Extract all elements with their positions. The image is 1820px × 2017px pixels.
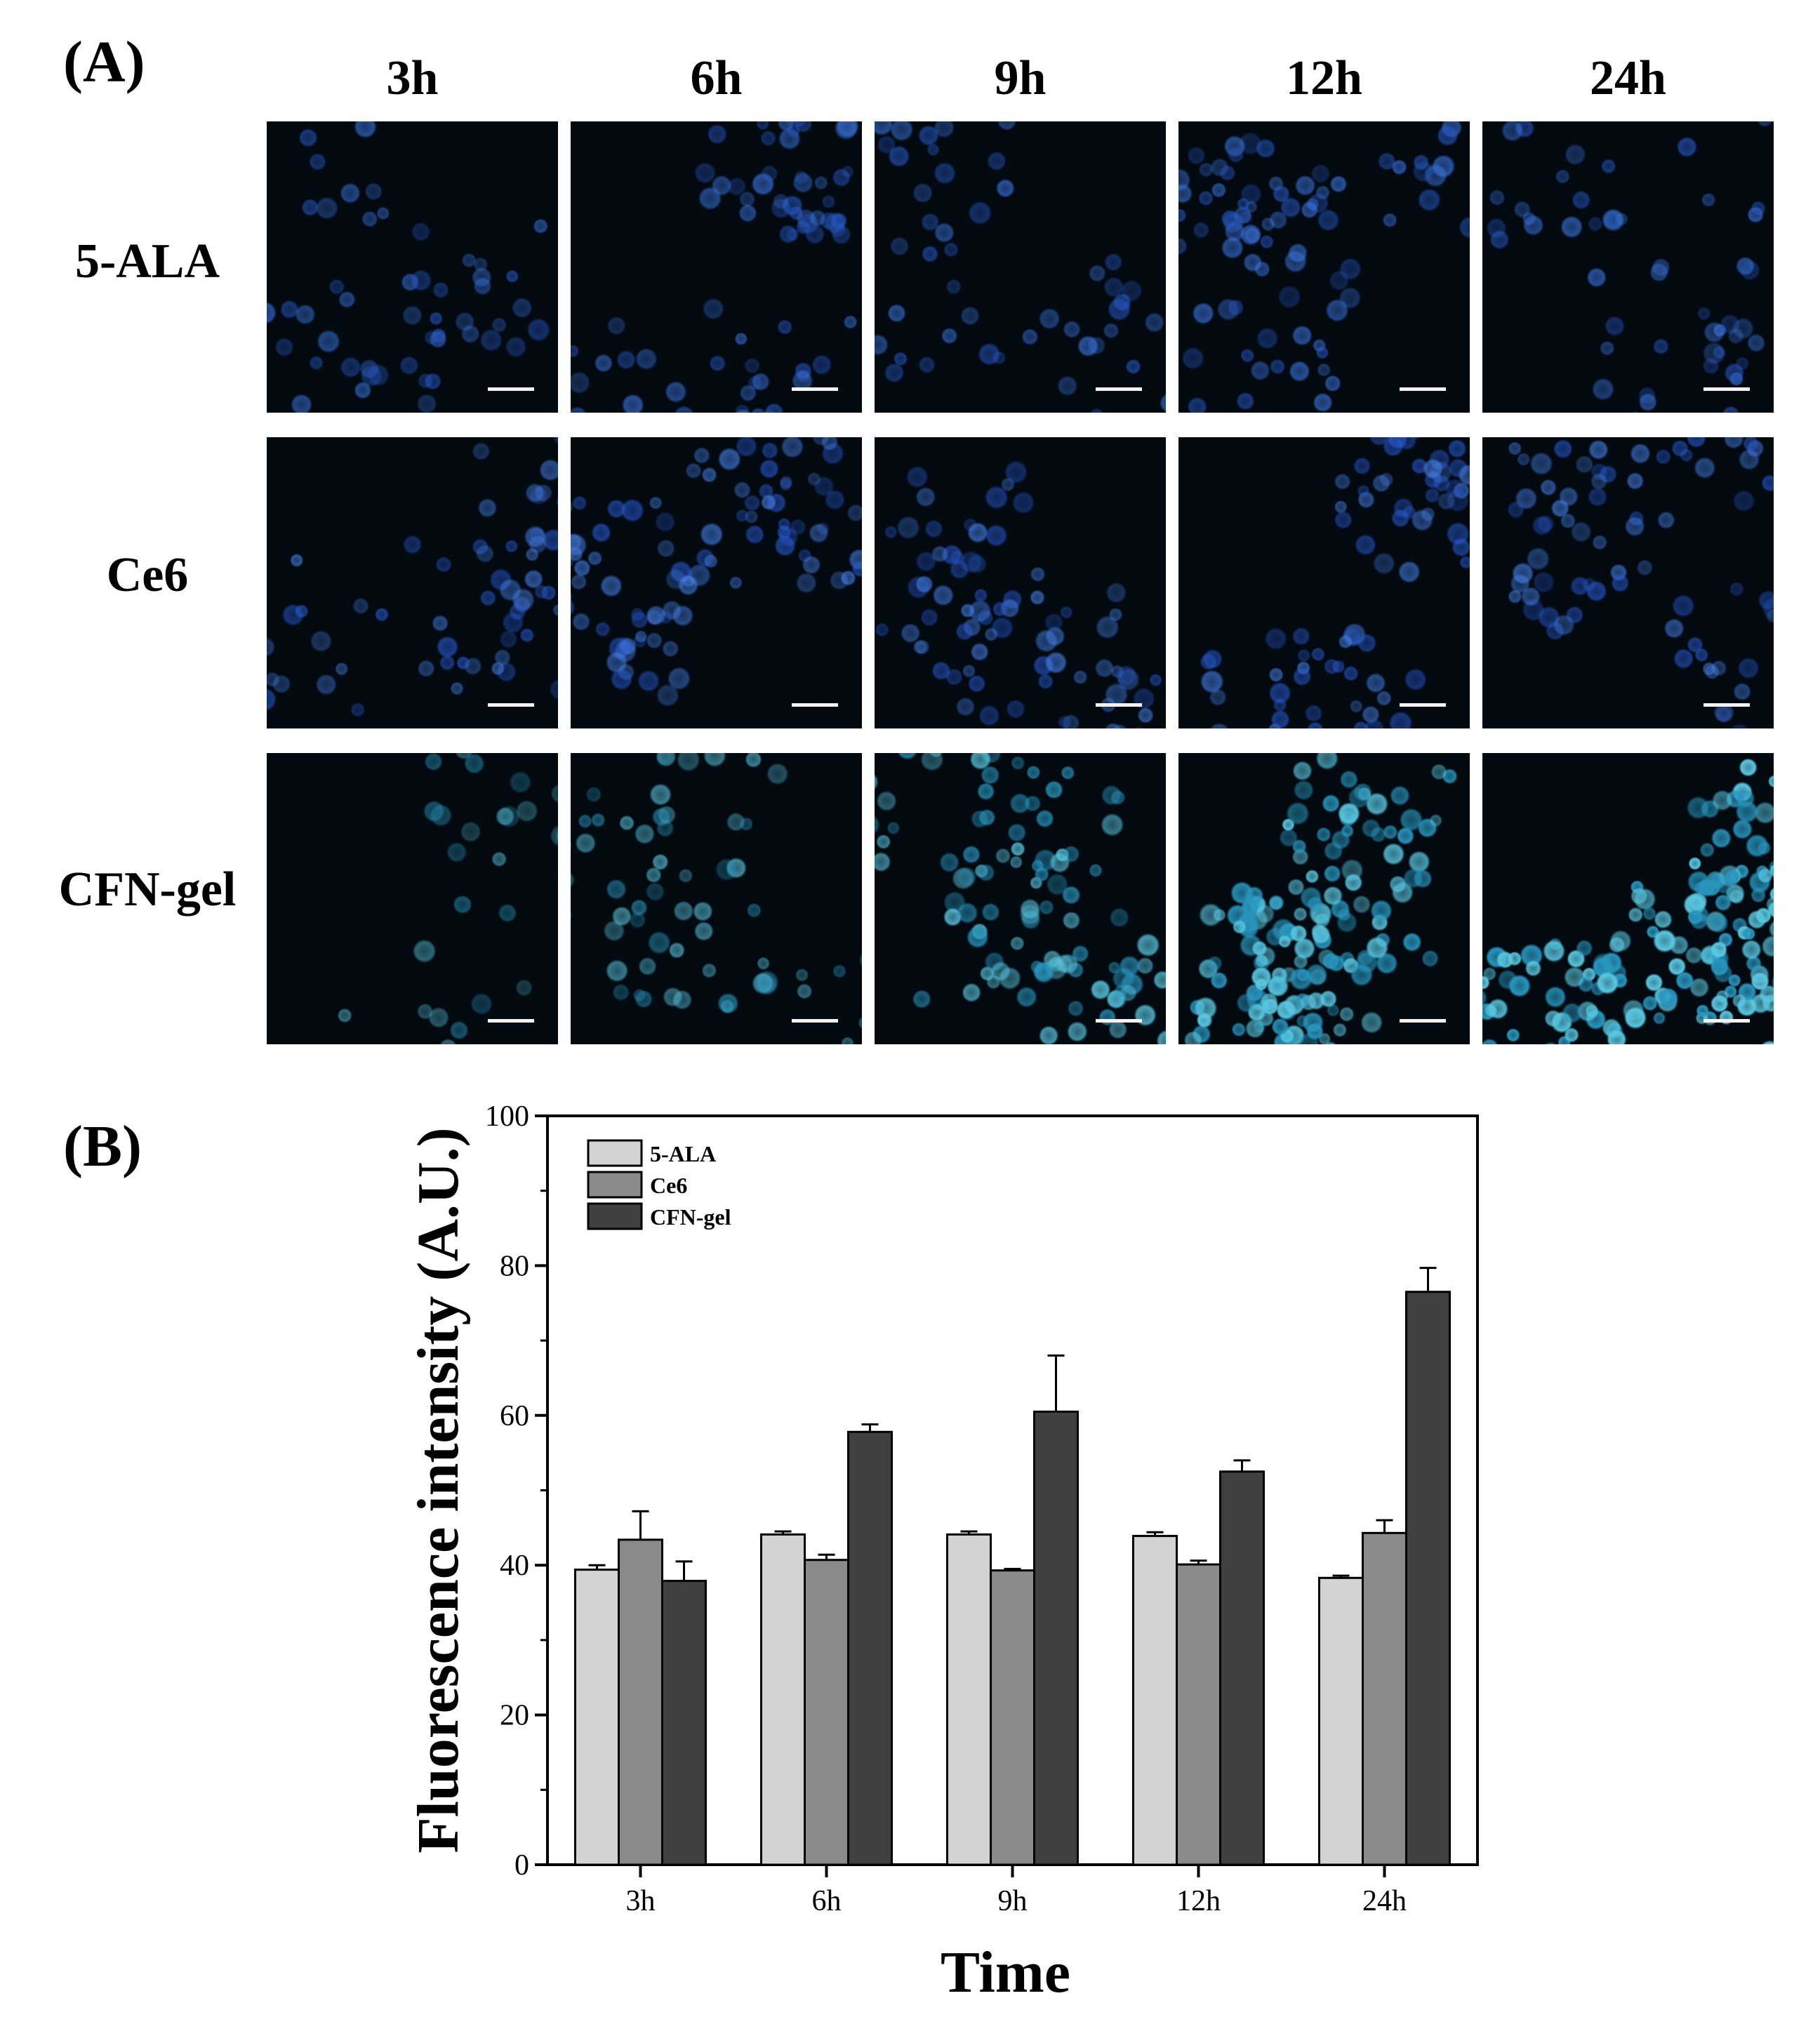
micrograph-5-ala-9h xyxy=(875,121,1166,413)
bar-cfn-gel-3h xyxy=(661,1580,707,1866)
x-tick-label: 9h xyxy=(998,1885,1028,1917)
x-tick-label: 12h xyxy=(1176,1885,1221,1917)
scale-bar xyxy=(792,703,838,707)
x-axis-title: Time xyxy=(941,1940,1070,2005)
legend-swatch-cfn-gel xyxy=(587,1202,643,1230)
bar-ce6-9h xyxy=(990,1569,1035,1866)
y-tick-label: 80 xyxy=(500,1250,529,1282)
micrograph-5-ala-24h xyxy=(1482,121,1774,413)
row-label-ce6: Ce6 xyxy=(106,548,189,602)
panel-a-label: (A) xyxy=(63,29,145,95)
bar-5-ala-24h xyxy=(1318,1576,1364,1866)
micrograph-cfn-gel-24h xyxy=(1482,753,1774,1044)
micrograph-cfn-gel-9h xyxy=(875,753,1166,1044)
scale-bar xyxy=(1703,387,1750,391)
micrograph-ce6-3h xyxy=(267,437,558,728)
y-tick-label: 60 xyxy=(500,1400,529,1432)
micrograph-cfn-gel-12h xyxy=(1178,753,1470,1044)
micrograph-ce6-9h xyxy=(875,437,1166,728)
scale-bar xyxy=(488,703,534,707)
bar-cfn-gel-9h xyxy=(1033,1410,1079,1866)
scale-bar xyxy=(488,1019,534,1023)
y-tick-label: 100 xyxy=(485,1100,529,1133)
micrograph-ce6-12h xyxy=(1178,437,1470,728)
bar-cfn-gel-12h xyxy=(1219,1470,1265,1866)
x-tick-label: 3h xyxy=(626,1885,656,1917)
scale-bar xyxy=(792,1019,838,1023)
bar-5-ala-3h xyxy=(574,1569,620,1866)
x-tick-label: 6h xyxy=(812,1885,842,1917)
scale-bar xyxy=(1096,703,1142,707)
column-label-12h: 12h xyxy=(1286,51,1362,105)
scale-bar xyxy=(1703,703,1750,707)
row-label-5-ala: 5-ALA xyxy=(74,234,220,288)
micrograph-5-ala-12h xyxy=(1178,121,1470,413)
bar-5-ala-6h xyxy=(760,1533,806,1866)
column-label-6h: 6h xyxy=(690,51,743,105)
x-tick-label: 24h xyxy=(1362,1885,1407,1917)
y-axis-title: Fluorescence intensity (A.U.) xyxy=(406,1127,471,1853)
scale-bar xyxy=(1703,1019,1750,1023)
micrograph-ce6-6h xyxy=(571,437,862,728)
row-label-cfn-gel: CFN-gel xyxy=(58,863,237,917)
legend-label-ce6: Ce6 xyxy=(650,1173,687,1198)
micrograph-ce6-24h xyxy=(1482,437,1774,728)
bar-5-ala-12h xyxy=(1132,1535,1178,1866)
y-tick-label: 40 xyxy=(500,1550,529,1582)
bar-ce6-24h xyxy=(1362,1531,1407,1866)
bar-ce6-12h xyxy=(1176,1563,1221,1866)
legend-swatch-ce6 xyxy=(587,1171,643,1199)
micrograph-cfn-gel-3h xyxy=(267,753,558,1044)
y-tick-label: 20 xyxy=(500,1700,529,1732)
scale-bar xyxy=(1400,703,1446,707)
bar-cfn-gel-24h xyxy=(1405,1291,1451,1866)
legend-swatch-5-ala xyxy=(587,1139,643,1167)
scale-bar xyxy=(792,387,838,391)
column-label-24h: 24h xyxy=(1590,51,1666,105)
scale-bar xyxy=(1400,1019,1446,1023)
bar-ce6-3h xyxy=(618,1538,663,1866)
column-label-3h: 3h xyxy=(386,51,439,105)
scale-bar xyxy=(1096,387,1142,391)
legend-label-5-ala: 5-ALA xyxy=(650,1141,716,1166)
bar-5-ala-9h xyxy=(946,1533,992,1866)
legend-label-cfn-gel: CFN-gel xyxy=(650,1204,731,1230)
micrograph-cfn-gel-6h xyxy=(571,753,862,1044)
scale-bar xyxy=(488,387,534,391)
column-label-9h: 9h xyxy=(994,51,1047,105)
bar-cfn-gel-6h xyxy=(847,1430,893,1866)
y-tick-label: 0 xyxy=(514,1849,529,1882)
panel-b-label: (B) xyxy=(63,1114,142,1179)
micrograph-5-ala-6h xyxy=(571,121,862,413)
bar-ce6-6h xyxy=(804,1559,849,1866)
micrograph-5-ala-3h xyxy=(267,121,558,413)
scale-bar xyxy=(1400,387,1446,391)
scale-bar xyxy=(1096,1019,1142,1023)
